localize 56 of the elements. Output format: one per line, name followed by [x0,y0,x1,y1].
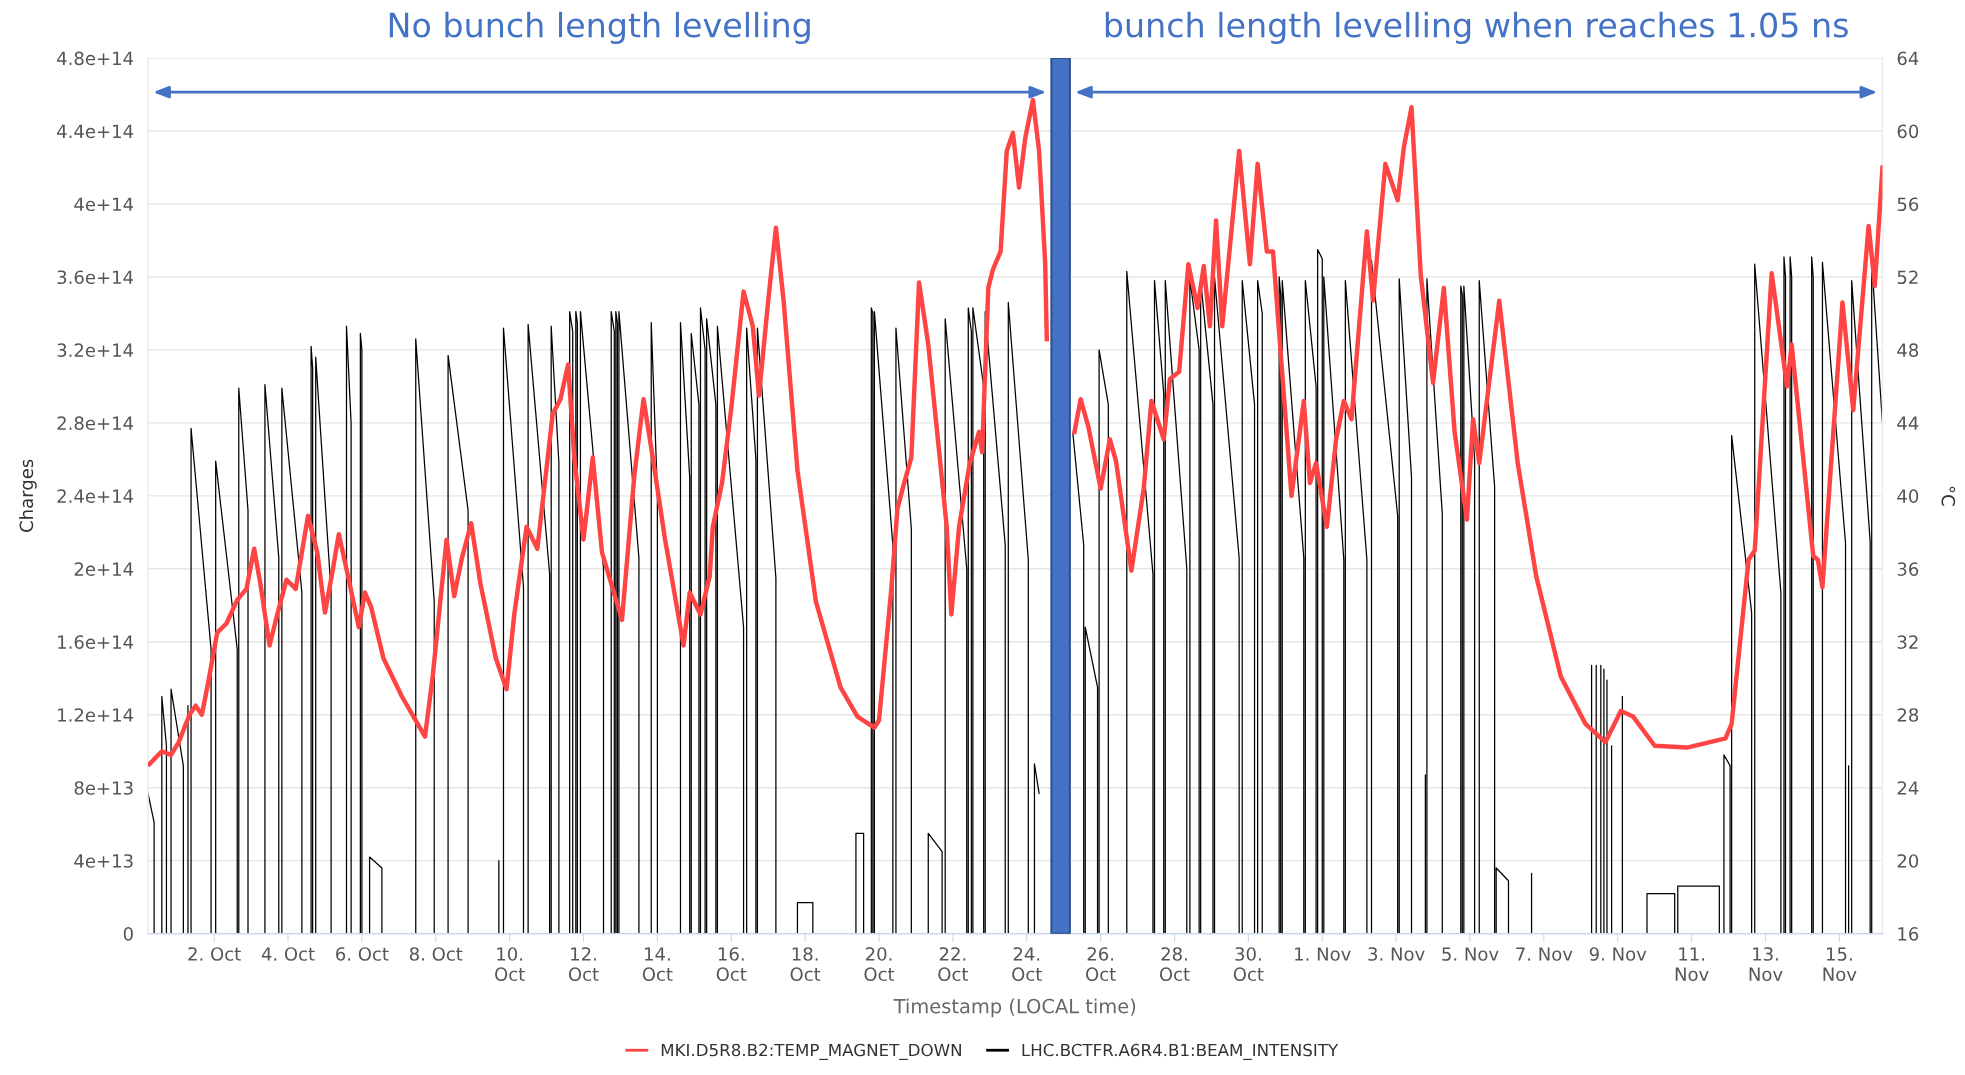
y-tick-label: 4e+13 [74,854,133,868]
y-tick-label: 0 [123,927,133,941]
y-tick-label: 3.2e+14 [57,343,134,358]
x-tick-label: 15. Nov [1823,947,1857,982]
y2-tick-label: 36 [1897,562,1919,576]
y-tick-label: 4.8e+14 [57,51,134,66]
y2-tick-label: 60 [1897,124,1919,139]
text: bunch length levelling when reaches 1.05 ns [1105,11,1848,45]
x-tick-label: 4. Oct [261,947,315,961]
x-tick-label: 11. Nov [1675,947,1709,982]
x-tick-label: 28. Oct [1159,947,1190,982]
y-tick-label: 8e+13 [74,781,133,795]
x-tick-label: 12. Oct [568,947,599,982]
x-tick-label: 2. Oct [188,947,241,961]
x-axis-title: Timestamp (LOCAL time) [893,998,1136,1018]
x-tick-label: 5. Nov [1442,947,1499,961]
y-tick-label: 1.2e+14 [58,708,134,722]
y2-tick-label: 56 [1897,197,1919,212]
y-tick-label: 2.4e+14 [57,489,134,503]
x-tick-label: 24. Oct [1012,947,1042,982]
x-tick-label: 30. Oct [1233,947,1264,982]
x-tick-label: 20. Oct [864,947,895,982]
y-tick-label: 2e+14 [74,562,134,576]
x-tick-label: 3. Nov [1368,947,1425,961]
y2-tick-label: 64 [1897,51,1919,66]
y2-tick-label: 44 [1897,416,1919,430]
y-tick-label: 4e+14 [74,197,134,212]
legend-label: MKI.D5R8.B2:TEMP_MAGNET_DOWN [661,1043,961,1060]
x-tick-label: 6. Oct [336,947,389,961]
x-tick-label: 22. Oct [938,947,969,982]
x-tick-label: 13. Nov [1749,947,1783,982]
y-tick-label: 3.6e+14 [57,270,134,285]
x-tick-label: 8. Oct [409,947,463,961]
y2-tick-label: 28 [1897,708,1919,722]
y-tick-label: 4.4e+14 [57,124,134,139]
y-tick-label: 2.8e+14 [57,416,134,430]
x-tick-label: 10. Oct [495,947,525,982]
x-tick-label: 9. Nov [1589,947,1647,961]
y2-axis-title: °C [1941,486,1956,506]
y2-tick-label: 40 [1897,489,1919,503]
y-axis-title: Charges [19,459,37,532]
x-tick-label: 14. Oct [642,947,673,982]
x-tick-label: 7. Nov [1516,947,1573,961]
y2-tick-label: 52 [1897,270,1918,285]
text: No bunch length levelling [389,11,810,45]
x-tick-label: 26. Oct [1086,947,1116,982]
y2-tick-label: 20 [1897,854,1919,868]
y2-tick-label: 48 [1897,343,1919,358]
y2-tick-label: 24 [1897,781,1919,795]
y2-tick-label: 32 [1897,635,1918,649]
y-tick-label: 1.6e+14 [58,635,134,649]
y2-tick-label: 16 [1898,927,1919,941]
x-tick-label: 16. Oct [716,947,747,982]
x-tick-label: 18. Oct [790,947,821,982]
x-tick-label: 1. Nov [1295,947,1351,961]
legend-label: LHC.BCTFR.A6R4.B1:BEAM_INTENSITY [1022,1043,1339,1060]
